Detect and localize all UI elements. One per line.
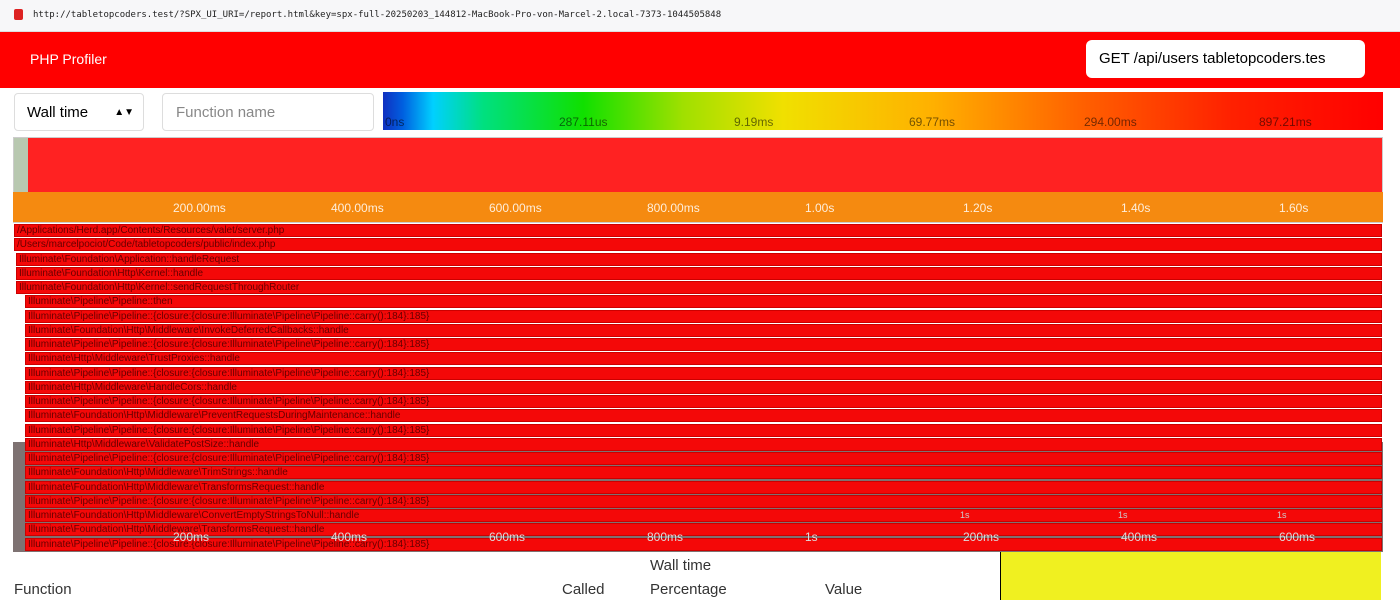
flame-frame[interactable]: /Users/marcelpociot/Code/tabletopcoders/… [14,238,1382,252]
scale-label: 0ns [385,115,405,129]
flame-frame[interactable]: Illuminate\Foundation\Http\Middleware\In… [25,323,1382,337]
overlay-tick: 1s [805,530,818,544]
flame-frame[interactable]: Illuminate\Pipeline\Pipeline::{closure:{… [25,366,1382,380]
flame-frame[interactable]: Illuminate\Foundation\Http\Kernel::sendR… [16,281,1382,294]
table-column-header: Function [14,581,72,598]
overlay-tick: 200ms [173,530,210,544]
overlay-tick: 400ms [331,530,368,544]
metric-select-text: Wall time [27,104,89,121]
overlay-top-tick: 1s [1118,510,1128,520]
overlay-tick: 600ms [489,530,526,544]
function-search[interactable]: Function name [162,93,374,131]
flame-frame[interactable]: Illuminate\Foundation\Http\Middleware\Tr… [25,466,1382,480]
flame-frame[interactable]: /Applications/Herd.app/Contents/Resource… [14,224,1382,237]
flame-frame[interactable]: Illuminate\Foundation\Http\Kernel::handl… [16,266,1382,280]
flame-frame[interactable]: Illuminate\Foundation\Http\Middleware\Tr… [25,480,1382,494]
overlay-tick: 200ms [963,530,1000,544]
table-column-header: Called [562,581,605,598]
flame-frame[interactable]: Illuminate\Pipeline\Pipeline::{closure:{… [25,309,1382,323]
flame-frame[interactable]: Illuminate\Foundation\Application::handl… [16,252,1382,266]
flame-frame[interactable]: Illuminate\Http\Middleware\TrustProxies:… [25,352,1382,366]
timeline-tick: 1.00s [805,201,835,215]
timeline-tick: 1.20s [963,201,993,215]
flame-frame[interactable]: Illuminate\Pipeline\Pipeline::{closure:{… [25,452,1382,465]
scale-label: 69.77ms [909,115,956,129]
flame-frame[interactable]: Illuminate\Pipeline\Pipeline::{closure:{… [25,395,1382,408]
browser-bar: http://tabletopcoders.test/?SPX_UI_URI=/… [0,0,1400,32]
search-placeholder: Function name [176,104,276,121]
app-title: PHP Profiler [30,51,107,67]
flame-frame[interactable]: Illuminate\Foundation\Http\Middleware\Co… [25,509,1382,522]
scale-label: 897.21ms [1259,115,1312,129]
flame-frame[interactable]: Illuminate\Pipeline\Pipeline::then [25,295,1382,309]
wall-time-bar [1000,552,1381,600]
request-select[interactable]: GET /api/users tabletopcoders.tes [1086,40,1365,78]
flame-frame[interactable]: Illuminate\Http\Middleware\ValidatePostS… [25,437,1382,451]
timeline-tick: 600.00ms [489,201,542,215]
overlay-tick: 400ms [1121,530,1158,544]
url[interactable]: http://tabletopcoders.test/?SPX_UI_URI=/… [33,10,722,20]
overlay-tick: 600ms [1279,530,1316,544]
timeline-tick: 1.60s [1279,201,1309,215]
select-arrow: ▲▼ [114,107,134,118]
scale-label: 294.00ms [1084,115,1137,129]
timeline-tick: 400.00ms [331,201,384,215]
table-group-header: Wall time [650,557,712,574]
flame-frame[interactable]: Illuminate\Foundation\Http\Middleware\Tr… [25,523,1382,537]
overlay-tick: 800ms [647,530,684,544]
scale-label: 9.19ms [734,115,774,129]
color-scale [383,92,1383,130]
timeline-tick: 800.00ms [647,201,700,215]
flame-frame[interactable]: Illuminate\Pipeline\Pipeline::{closure:{… [25,338,1382,351]
metric-select[interactable]: Wall time ▲▼ [14,93,144,131]
timeline-tick: 200.00ms [173,201,226,215]
favicon [14,9,23,20]
flame-frame[interactable]: Illuminate\Pipeline\Pipeline::{closure:{… [25,494,1382,508]
flame-frame[interactable]: Illuminate\Pipeline\Pipeline::{closure:{… [25,423,1382,437]
overlay-top-tick: 1s [960,510,970,520]
flame-frame[interactable]: Illuminate\Pipeline\Pipeline::{closure:{… [25,537,1382,551]
scale-label: 287.11us [559,115,608,129]
table-column-header: Percentage [650,581,727,598]
flame-frame[interactable]: Illuminate\Http\Middleware\HandleCors::h… [25,380,1382,394]
timeline-band [13,192,1383,222]
table-column-header: Value [825,581,863,598]
request-select-text: GET /api/users tabletopcoders.tes [1099,50,1326,67]
flame-frame[interactable]: Illuminate\Foundation\Http\Middleware\Pr… [25,409,1382,423]
overlay-top-tick: 1s [1277,510,1287,520]
timeline-tick: 1.40s [1121,201,1151,215]
